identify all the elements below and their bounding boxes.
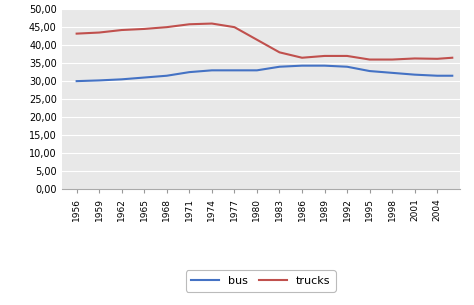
trucks	[367, 58, 373, 61]
bus	[322, 64, 328, 67]
bus	[434, 74, 440, 77]
trucks	[209, 22, 215, 25]
trucks	[164, 25, 170, 29]
bus	[277, 65, 283, 69]
bus	[389, 71, 395, 75]
Line: trucks: trucks	[77, 23, 452, 59]
trucks	[141, 27, 147, 31]
bus	[209, 69, 215, 72]
trucks	[186, 23, 192, 26]
trucks	[299, 56, 305, 59]
trucks	[412, 57, 418, 60]
bus	[449, 74, 455, 77]
bus	[141, 76, 147, 79]
trucks	[74, 32, 80, 35]
trucks	[232, 25, 237, 29]
bus	[232, 69, 237, 72]
bus	[412, 73, 418, 77]
trucks	[434, 57, 440, 61]
bus	[254, 69, 260, 72]
bus	[119, 77, 125, 81]
trucks	[96, 31, 102, 34]
bus	[164, 74, 170, 77]
bus	[367, 69, 373, 73]
trucks	[389, 58, 395, 61]
bus	[74, 79, 80, 83]
Legend: bus, trucks: bus, trucks	[186, 270, 336, 292]
trucks	[344, 54, 350, 58]
trucks	[449, 56, 455, 59]
trucks	[254, 38, 260, 41]
trucks	[119, 28, 125, 32]
trucks	[277, 51, 283, 54]
bus	[186, 70, 192, 74]
trucks	[322, 54, 328, 58]
bus	[299, 64, 305, 67]
bus	[96, 79, 102, 82]
bus	[344, 65, 350, 69]
Line: bus: bus	[77, 66, 452, 81]
